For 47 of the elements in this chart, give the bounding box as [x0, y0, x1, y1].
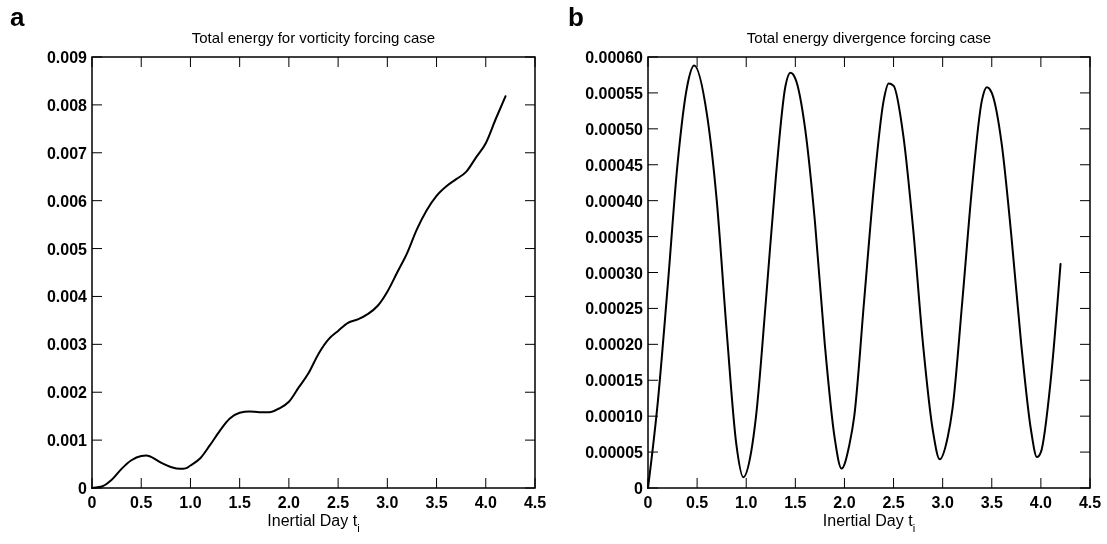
y-tick-label: 0.00030	[585, 264, 644, 282]
y-tick-label: 0.005	[46, 240, 88, 258]
x-axis-title: Inertial Day t$_{i}$	[267, 512, 360, 534]
x-tick-label: 0.5	[130, 494, 153, 511]
text: a	[10, 2, 25, 32]
y-tick-label: 0.00010	[585, 408, 644, 426]
x-tick-label: 3.0	[931, 494, 954, 511]
x-tick-label: 3.5	[425, 494, 448, 511]
x-tick-label: 1.5	[228, 494, 251, 511]
y-tick-label: 0.004	[46, 288, 88, 306]
y-tick-label: 0.002	[46, 384, 88, 402]
x-tick-label: 2.5	[326, 494, 350, 511]
y-tick-label: 0.00015	[585, 372, 644, 390]
y-tick-label: 0.003	[46, 336, 88, 354]
y-tick-label: 0.00060	[585, 49, 644, 66]
y-tick-label: 0.00045	[585, 156, 644, 174]
y-tick-label: 0.006	[46, 192, 88, 210]
x-tick-label: 4.5	[523, 494, 547, 511]
y-tick-label: 0.00025	[585, 300, 644, 318]
x-axis-title: Inertial Day t$_{i}$	[822, 512, 916, 534]
x-tick-label: 1.0	[735, 494, 758, 511]
y-tick-label: 0	[634, 480, 644, 497]
chart-title: Total energy for vorticity forcing case	[191, 29, 436, 46]
x-tick-label: 3.0	[376, 494, 399, 511]
text: b	[568, 2, 584, 32]
y-tick-label: 0.00050	[585, 120, 644, 138]
y-tick-label: 0.00055	[585, 84, 644, 102]
y-tick-label: 0	[78, 480, 88, 497]
y-tick-label: 0.001	[46, 432, 88, 450]
chart-title: Total energy divergence forcing case	[746, 29, 992, 46]
x-tick-label: 3.5	[980, 494, 1003, 511]
x-tick-label: 2.0	[833, 494, 856, 511]
x-tick-label: 1.0	[179, 494, 202, 511]
y-tick-label: 0.008	[46, 96, 88, 114]
y-tick-label: 0.00035	[585, 228, 644, 246]
x-tick-label: 4.5	[1078, 494, 1102, 511]
x-tick-label: 4.0	[1029, 494, 1053, 511]
y-tick-label: 0.007	[46, 144, 88, 162]
x-tick-label: 2.5	[882, 494, 905, 511]
y-tick-label: 0.00020	[585, 336, 644, 354]
x-tick-label: 0.5	[685, 494, 709, 511]
y-tick-label: 0.00005	[585, 444, 644, 462]
y-tick-label: 0.009	[46, 49, 88, 66]
x-tick-label: 4.0	[474, 494, 497, 511]
x-tick-label: 2.0	[277, 494, 301, 511]
y-tick-label: 0.00040	[585, 192, 644, 210]
x-tick-label: 1.5	[784, 494, 807, 511]
